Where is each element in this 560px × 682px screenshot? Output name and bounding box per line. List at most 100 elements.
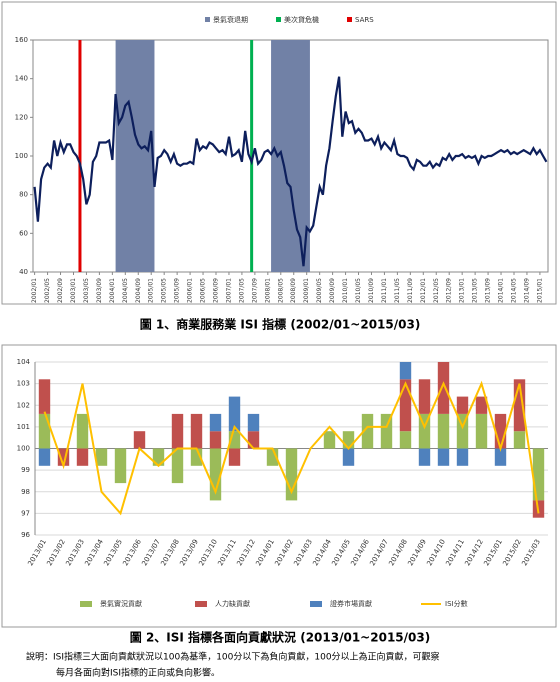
x-tick-label: 2014/01 (498, 278, 505, 303)
bar-segment (380, 413, 393, 449)
x-tick-label: 2015/03 (520, 538, 541, 567)
x-tick-label: 2006/01 (187, 278, 194, 303)
legend-label: 景氣衰退期 (213, 15, 248, 24)
bar-segment (399, 379, 412, 432)
legend-label: SARS (355, 16, 374, 24)
bar-segment (171, 448, 184, 484)
x-tick-label: 2003/01 (70, 278, 77, 303)
x-tick-label: 2006/05 (200, 278, 207, 303)
legend-label: ISI分數 (445, 599, 468, 608)
x-tick-label: 2002/05 (44, 278, 51, 303)
legend-label: 人力缺貢獻 (215, 599, 250, 608)
x-tick-label: 2005/05 (161, 278, 168, 303)
bar-segment (209, 431, 222, 449)
bar-segment (152, 448, 165, 466)
bar-segment (513, 431, 526, 449)
y-tick-label: 103 (17, 380, 30, 388)
y-tick-label: 100 (15, 152, 28, 160)
x-tick-label: 2004/01 (109, 278, 116, 303)
bar-segment (209, 413, 222, 432)
bar-segment (456, 448, 469, 466)
bar-segment (114, 448, 127, 484)
bar-segment (437, 362, 450, 414)
x-tick-label: 2011/05 (394, 278, 401, 303)
legend-swatch (347, 17, 352, 22)
bar-segment (513, 379, 526, 432)
bar-segment (418, 379, 431, 414)
bar-segment (133, 431, 146, 449)
bar-segment (190, 448, 203, 466)
x-tick-label: 2008/09 (290, 278, 297, 303)
x-tick-label: 2009/01 (303, 278, 310, 303)
bar-segment (190, 413, 203, 449)
y-tick-label: 40 (19, 268, 28, 276)
bar-segment (76, 413, 89, 449)
isi-line (43, 380, 540, 516)
bar-segment (285, 448, 298, 501)
x-tick-label: 2013/05 (472, 278, 479, 303)
y-tick-label: 101 (17, 423, 30, 431)
bar-segment (95, 448, 108, 466)
bar-segment (247, 431, 260, 449)
x-tick-label: 2004/09 (135, 278, 142, 303)
x-tick-label: 2015/01 (536, 278, 543, 303)
bar-segment (38, 379, 51, 414)
chart1-frame (1, 1, 557, 305)
y-tick-label: 104 (17, 358, 31, 366)
y-tick-label: 98 (21, 488, 30, 496)
x-tick-label: 2012/01 (420, 278, 427, 303)
x-tick-label: 2014/09 (523, 278, 530, 303)
bar-segment (399, 431, 412, 449)
y-tick-label: 100 (17, 445, 30, 453)
bar-segment (247, 413, 260, 432)
x-tick-label: 2007/01 (225, 278, 232, 303)
y-tick-label: 97 (21, 509, 30, 517)
x-tick-label: 2010/01 (342, 278, 349, 303)
x-tick-label: 2008/01 (264, 278, 271, 303)
legend-swatch (205, 17, 210, 22)
legend-swatch (310, 601, 322, 607)
isi-line (33, 76, 548, 267)
bar-segment (494, 413, 507, 449)
bar-segment (437, 413, 450, 449)
bar-segment (399, 362, 412, 380)
x-tick-label: 2013/01 (459, 278, 466, 303)
x-tick-label: 2013/09 (485, 278, 492, 303)
y-tick-label: 80 (19, 191, 28, 199)
bar-segment (171, 413, 184, 449)
bar-segment (437, 448, 450, 466)
bar-segment (342, 431, 355, 449)
bar-segment (228, 396, 241, 432)
y-tick-label: 99 (21, 466, 30, 474)
bar-segment (38, 448, 51, 466)
x-tick-label: 2008/05 (277, 278, 284, 303)
y-tick-label: 96 (21, 531, 30, 539)
x-tick-label: 2014/05 (510, 278, 517, 303)
x-tick-label: 2004/05 (122, 278, 129, 303)
x-tick-label: 2005/09 (174, 278, 181, 303)
legend-swatch (195, 601, 207, 607)
bar-segment (228, 431, 241, 449)
bar-segment (475, 396, 488, 414)
recession-band (115, 40, 155, 272)
x-tick-label: 2003/09 (96, 278, 103, 303)
bar-segment (532, 448, 545, 501)
x-tick-label: 2007/05 (238, 278, 245, 303)
legend-label: 證券市場貢獻 (330, 599, 372, 608)
y-tick-label: 140 (15, 75, 28, 83)
bar-segment (456, 413, 469, 449)
y-tick-label: 160 (15, 36, 28, 44)
x-tick-label: 2011/01 (381, 278, 388, 303)
bar-segment (418, 448, 431, 466)
x-tick-label: 2012/05 (433, 278, 440, 303)
bar-segment (209, 448, 222, 501)
bar-segment (475, 413, 488, 449)
x-tick-label: 2011/09 (407, 278, 414, 303)
bar-segment (76, 448, 89, 466)
x-tick-label: 2010/09 (368, 278, 375, 303)
x-tick-label: 2002/09 (57, 278, 64, 303)
x-tick-label: 2012/09 (446, 278, 453, 303)
note: 每月各面向對ISI指標的正向或負向影響。 (56, 667, 220, 679)
